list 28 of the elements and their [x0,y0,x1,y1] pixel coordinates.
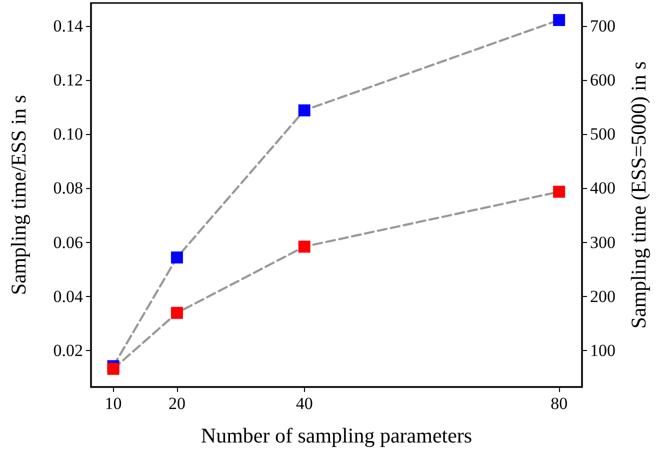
point [170,306,183,319]
y-tick-label: 0.06 [53,232,83,252]
point [170,251,183,264]
point [553,186,566,198]
y2-tick-label: 200 [590,286,616,306]
point [298,240,310,253]
y2-axis-title: Sampling time (ESS=5000) in s [626,61,650,329]
y2-tick-label: 400 [590,178,616,198]
y2-tick-label: 100 [590,340,616,360]
point [553,14,566,26]
x-tick-label: 80 [550,394,568,413]
y2-tick-label: 300 [590,232,616,252]
y2-tick-label: 700 [590,16,616,36]
y2-tick-label: 600 [590,70,616,90]
y2-tick-label: 500 [590,124,616,144]
point [107,362,120,375]
x-tick-label: 40 [296,394,313,413]
y-axis-title: Sampling time/ESS in s [6,94,30,296]
x-tick-label: 10 [104,394,122,413]
y-tick-label: 0.14 [53,16,84,36]
point [298,104,310,116]
y-tick-label: 0.02 [53,340,83,360]
y-tick-label: 0.10 [53,124,83,144]
y-tick-label: 0.08 [53,178,83,198]
y-tick-label: 0.12 [53,70,83,90]
y-tick-label: 0.04 [53,286,84,306]
x-tick-label: 20 [168,394,186,413]
x-axis-title: Number of sampling parameters [200,424,472,448]
